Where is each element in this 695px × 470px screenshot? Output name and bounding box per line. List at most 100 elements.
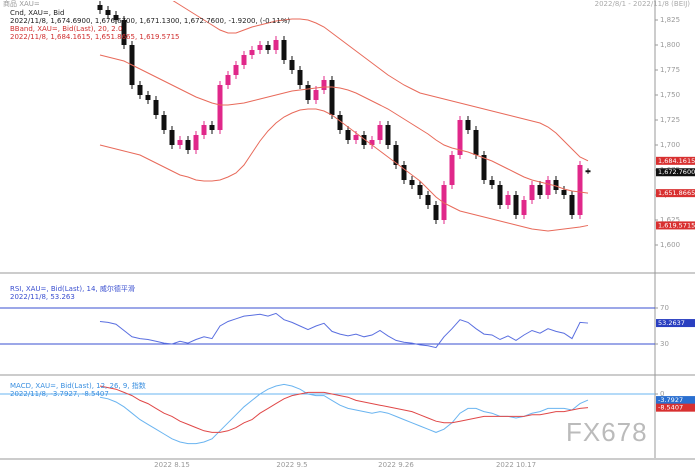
price-marker-label: -3.7927: [658, 396, 683, 404]
candle-body: [161, 115, 167, 130]
legend-text: Cnd, XAU=, Bid: [10, 9, 64, 17]
legend-text: BBand, XAU=, Bid(Last), 20, 2.0: [10, 25, 122, 33]
series-line: [99, 108, 589, 232]
candle-body: [393, 145, 399, 165]
price-marker: [656, 221, 695, 230]
price-marker-label: 1,684.1615: [658, 157, 695, 165]
x-tick-label: 2022 9.5: [276, 461, 307, 469]
date-range: 2022/8/1 - 2022/11/8 (BEIJ): [595, 0, 691, 8]
candle-body: [105, 10, 111, 15]
candle-body: [465, 120, 471, 130]
candle-body: [145, 95, 151, 100]
price-marker: [656, 168, 695, 177]
watermark: FX678: [566, 417, 648, 447]
panel: [0, 383, 655, 445]
candle-body: [273, 40, 279, 50]
candle-body: [417, 185, 423, 195]
candle-body: [489, 180, 495, 185]
candle-body: [265, 45, 271, 50]
candle-body: [297, 70, 303, 85]
legend-text: 2022/11/8, 1,684.1615, 1,651.8665, 1,619…: [10, 33, 179, 41]
candle-body: [329, 80, 335, 115]
candle-body: [385, 125, 391, 145]
y-tick-label: 1,600: [660, 241, 680, 249]
price-marker: [656, 189, 695, 198]
candle-body: [401, 165, 407, 180]
candle-body: [321, 80, 327, 90]
candle-body: [361, 135, 367, 145]
y-tick-label: 1,825: [660, 16, 680, 24]
x-tick-label: 2022 8.15: [154, 461, 190, 469]
series-line: [99, 385, 589, 433]
candle-body: [521, 200, 527, 215]
candle-body: [481, 155, 487, 180]
candle-body: [113, 15, 119, 20]
y-tick-label: 1,725: [660, 116, 680, 124]
panel: [0, 307, 655, 349]
candle-body: [449, 155, 455, 185]
candle-body: [313, 90, 319, 100]
candle-body: [209, 125, 215, 130]
candle-body: [553, 180, 559, 190]
candle-body: [225, 75, 231, 85]
price-marker: [656, 396, 695, 405]
candle-body: [569, 195, 575, 215]
y-tick-label: 0: [660, 390, 664, 398]
candle-body: [585, 170, 591, 173]
series-line: [99, 54, 589, 194]
price-marker: [656, 403, 695, 412]
candle-body: [561, 190, 567, 195]
candle-body: [257, 45, 263, 50]
y-tick-label: 1,800: [660, 41, 680, 49]
candle-body: [153, 100, 159, 115]
price-marker-label: 1,619.5715: [658, 221, 695, 229]
candle-body: [185, 140, 191, 150]
y-tick-label: 1,625: [660, 216, 680, 224]
candle-body: [513, 195, 519, 215]
x-tick-label: 2022 10.17: [496, 461, 536, 469]
x-tick-label: 2022 9.26: [378, 461, 414, 469]
y-tick-label: 70: [660, 304, 669, 312]
price-marker: [656, 156, 695, 165]
candle-body: [193, 135, 199, 150]
candle-body: [289, 60, 295, 70]
candle-body: [545, 180, 551, 195]
price-marker: [656, 319, 695, 328]
candle-body: [169, 130, 175, 145]
candle-body: [121, 20, 127, 45]
y-tick-label: 1,700: [660, 141, 680, 149]
candle-body: [425, 195, 431, 205]
candle-body: [473, 130, 479, 155]
price-marker-label: 53.2637: [658, 319, 685, 327]
candle-body: [457, 120, 463, 155]
candle-body: [345, 130, 351, 140]
candle-body: [433, 205, 439, 220]
candle-body: [241, 55, 247, 65]
price-marker-label: 1,672.7600: [658, 168, 695, 176]
series-line: [172, 1, 589, 162]
candle-body: [409, 180, 415, 185]
candle-body: [369, 140, 375, 145]
y-tick-label: 1,775: [660, 66, 680, 74]
legend-text: 2022/11/8, -3.7927, -8.5407: [10, 390, 109, 398]
candle-body: [217, 85, 223, 130]
candle-body: [305, 85, 311, 100]
candle-body: [529, 185, 535, 200]
legend-text: 2022/11/8, 1,674.6900, 1,676.6700, 1,671…: [10, 17, 290, 25]
legend-text: RSI, XAU=, Bid(Last), 14, 威尔德平滑: [10, 284, 135, 293]
candle-body: [497, 185, 503, 205]
symbol: 商品 XAU=: [3, 0, 40, 8]
y-tick-label: 1,750: [660, 91, 680, 99]
y-tick-label: 30: [660, 340, 669, 348]
legend-text: MACD, XAU=, Bid(Last), 12, 26, 9, 指数: [10, 381, 146, 390]
candle-body: [249, 50, 255, 55]
price-marker-label: -8.5407: [658, 404, 683, 412]
candle-body: [337, 115, 343, 130]
series-line: [99, 312, 589, 349]
price-marker-label: 1,651.8665: [658, 189, 695, 197]
panel: [97, 1, 591, 232]
candle-body: [177, 140, 183, 145]
candle-body: [577, 165, 583, 215]
